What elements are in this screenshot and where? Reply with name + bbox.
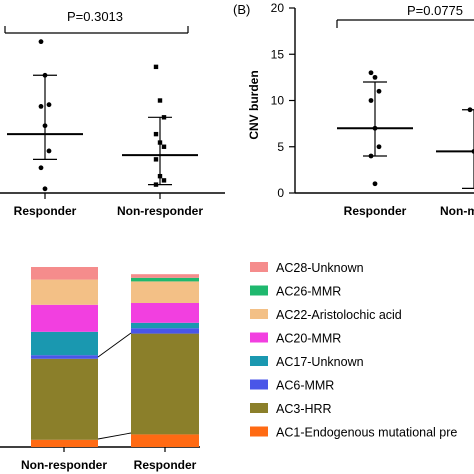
panel-b-category-label: Responder — [344, 204, 407, 218]
bar-segment — [31, 358, 98, 440]
panel-c-legend: AC28-Unknown AC26-MMR AC22-Aristolochic ac… — [250, 261, 457, 440]
bar-segment — [131, 434, 199, 447]
panel-b-y-tick-label: 15 — [271, 47, 285, 61]
data-point — [153, 64, 159, 70]
bar-segment — [131, 303, 199, 323]
panel-b-y-axis-title: CNV burden — [247, 70, 261, 139]
data-point — [157, 173, 163, 179]
data-point — [372, 181, 378, 187]
data-point — [42, 186, 48, 192]
legend-label: AC17-Unknown — [276, 355, 364, 369]
panel-a-category-label: Responder — [14, 204, 77, 218]
bar-segment — [31, 439, 98, 447]
legend-swatch — [250, 356, 268, 366]
data-point — [368, 70, 374, 76]
data-point — [161, 115, 167, 120]
data-point — [376, 144, 382, 150]
data-point — [161, 178, 167, 183]
panel-a-dotplot: P=0.3013 Responder Non-responder — [0, 9, 225, 218]
bar-segment — [131, 274, 199, 278]
data-point — [153, 131, 159, 137]
legend-label: AC6-MMR — [276, 379, 334, 393]
panel-c-bars — [31, 267, 199, 447]
legend-label: AC22-Aristolochic acid — [276, 308, 402, 322]
panel-b-y-tick-label: 5 — [277, 140, 284, 154]
data-point — [372, 74, 378, 80]
panel-b-dotplot: (B) CNV burden P=0.0775 Responder Non-m … — [233, 1, 474, 218]
data-point — [161, 144, 167, 149]
panel-b-pvalue: P=0.0775 — [407, 3, 463, 18]
bar-segment — [131, 322, 199, 329]
legend-swatch — [250, 332, 268, 343]
legend-label: AC20-MMR — [276, 332, 341, 346]
data-point — [157, 140, 163, 145]
legend-label: AC28-Unknown — [276, 261, 364, 275]
legend-swatch — [250, 379, 268, 390]
panel-b-y-tick-label: 10 — [271, 94, 285, 108]
legend-swatch — [250, 285, 268, 296]
data-point — [38, 39, 44, 45]
panel-c-category-label: Non-responder — [21, 458, 107, 472]
legend-swatch — [250, 426, 268, 437]
panel-a-pvalue: P=0.3013 — [67, 9, 123, 24]
panel-b-category-label: Non-m — [440, 204, 474, 218]
panel-b-y-tick-label: 20 — [271, 1, 285, 15]
panel-b-letter: (B) — [233, 2, 250, 17]
panel-b-y-ticks: 0 5 10 15 20 — [271, 1, 295, 200]
bar-segment — [131, 328, 199, 334]
panel-c-connector-top — [97, 332, 132, 358]
legend-swatch — [250, 309, 268, 319]
panel-b-marks — [337, 70, 474, 189]
legend-label: AC1-Endogenous mutational pre — [276, 426, 457, 440]
panel-a-marks — [7, 39, 198, 192]
data-point — [368, 153, 374, 159]
data-point — [157, 98, 163, 103]
data-point — [153, 182, 159, 187]
data-point — [376, 88, 382, 94]
data-point — [368, 98, 374, 103]
bar-segment — [31, 331, 98, 356]
data-point — [42, 72, 48, 78]
data-point — [153, 157, 159, 162]
panel-c-stacked-bars: Non-responder Responder — [0, 267, 200, 472]
bar-segment — [131, 333, 199, 435]
legend-label: AC3-HRR — [276, 402, 332, 416]
data-point — [42, 123, 48, 129]
bar-segment — [31, 355, 98, 359]
bar-segment — [31, 304, 98, 332]
panel-c-connector-bottom — [97, 432, 132, 440]
bar-segment — [31, 279, 98, 305]
panel-c-category-label: Responder — [134, 458, 197, 472]
data-point — [471, 148, 474, 154]
data-point — [38, 103, 44, 109]
data-point — [46, 148, 52, 154]
bar-segment — [131, 281, 199, 303]
data-point — [372, 125, 378, 131]
bar-segment — [131, 277, 199, 282]
data-point — [467, 107, 473, 113]
panel-b-y-tick-label: 0 — [277, 186, 284, 200]
legend-swatch — [250, 262, 268, 272]
bar-segment — [31, 267, 98, 280]
panel-a-category-label: Non-responder — [117, 204, 203, 218]
legend-label: AC26-MMR — [276, 285, 341, 299]
data-point — [38, 165, 44, 171]
data-point — [46, 102, 52, 108]
legend-swatch — [250, 403, 268, 413]
